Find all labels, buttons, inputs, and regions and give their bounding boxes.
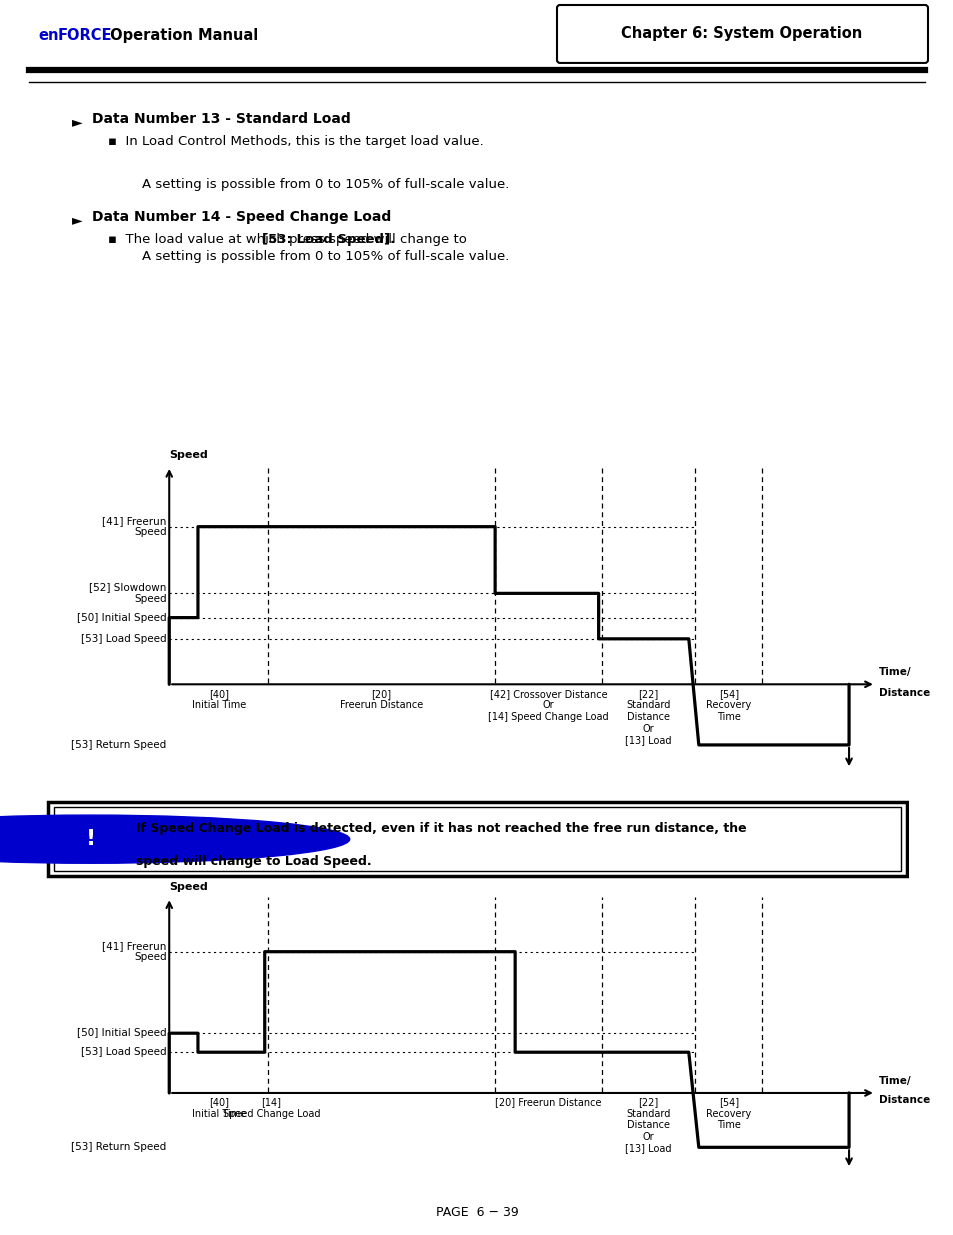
Text: Distance: Distance (879, 688, 929, 698)
Text: Chapter 6: System Operation: Chapter 6: System Operation (620, 26, 862, 42)
FancyBboxPatch shape (557, 5, 927, 63)
Text: [41] Freerun
Speed: [41] Freerun Speed (102, 516, 167, 537)
Text: speed will change to Load Speed.: speed will change to Load Speed. (136, 856, 372, 868)
Text: [50] Initial Speed: [50] Initial Speed (77, 1029, 167, 1039)
Text: A setting is possible from 0 to 105% of full-scale value.: A setting is possible from 0 to 105% of … (142, 178, 509, 191)
Text: [53: Load Speed].: [53: Load Speed]. (262, 233, 395, 246)
Text: ►: ► (71, 115, 83, 128)
Text: !: ! (86, 829, 95, 850)
Text: [14]
Speed Change Load: [14] Speed Change Load (222, 1097, 320, 1119)
Text: [41] Freerun
Speed: [41] Freerun Speed (102, 941, 167, 962)
Text: Data Number 14 - Speed Change Load: Data Number 14 - Speed Change Load (91, 210, 391, 224)
FancyBboxPatch shape (48, 803, 906, 876)
Text: PAGE  6 − 39: PAGE 6 − 39 (436, 1207, 517, 1219)
Text: ►: ► (71, 212, 83, 227)
Text: [20] Freerun Distance: [20] Freerun Distance (495, 1097, 601, 1107)
Text: [20]
Freerun Distance: [20] Freerun Distance (339, 689, 423, 710)
Text: If Speed Change Load is detected, even if it has not reached the free run distan: If Speed Change Load is detected, even i… (136, 821, 746, 835)
Text: Data Number 13 - Standard Load: Data Number 13 - Standard Load (91, 112, 351, 126)
Text: [40]
Initial Time: [40] Initial Time (192, 1097, 246, 1119)
Text: ▪  In Load Control Methods, this is the target load value.: ▪ In Load Control Methods, this is the t… (108, 135, 483, 148)
Text: [53] Return Speed: [53] Return Speed (71, 1142, 167, 1152)
Text: [50] Initial Speed: [50] Initial Speed (77, 613, 167, 622)
Text: Speed: Speed (169, 882, 208, 892)
Text: Time/: Time/ (879, 1076, 911, 1087)
Text: Distance: Distance (879, 1095, 929, 1105)
Text: FORCE: FORCE (58, 28, 112, 43)
Text: [53] Load Speed: [53] Load Speed (81, 634, 167, 643)
Text: ▪  The load value at which press speed will change to: ▪ The load value at which press speed wi… (108, 233, 471, 246)
Text: A setting is possible from 0 to 105% of full-scale value.: A setting is possible from 0 to 105% of … (142, 249, 509, 263)
Text: [52] Slowdown
Speed: [52] Slowdown Speed (89, 583, 167, 604)
Text: Speed: Speed (169, 450, 208, 459)
Text: [42] Crossover Distance
Or
[14] Speed Change Load: [42] Crossover Distance Or [14] Speed Ch… (488, 689, 608, 722)
Text: [54]
Recovery
Time: [54] Recovery Time (705, 689, 751, 722)
Circle shape (0, 815, 350, 863)
FancyBboxPatch shape (54, 808, 900, 872)
Text: Operation Manual: Operation Manual (105, 28, 258, 43)
Text: Time/: Time/ (879, 667, 911, 677)
Text: [40]
Initial Time: [40] Initial Time (192, 689, 246, 710)
Text: [53] Load Speed: [53] Load Speed (81, 1047, 167, 1057)
Text: [22]
Standard
Distance
Or
[13] Load: [22] Standard Distance Or [13] Load (625, 1097, 671, 1153)
Text: [54]
Recovery
Time: [54] Recovery Time (705, 1097, 751, 1130)
Text: [53] Return Speed: [53] Return Speed (71, 740, 167, 750)
Text: en: en (38, 28, 58, 43)
Text: [22]
Standard
Distance
Or
[13] Load: [22] Standard Distance Or [13] Load (625, 689, 671, 745)
